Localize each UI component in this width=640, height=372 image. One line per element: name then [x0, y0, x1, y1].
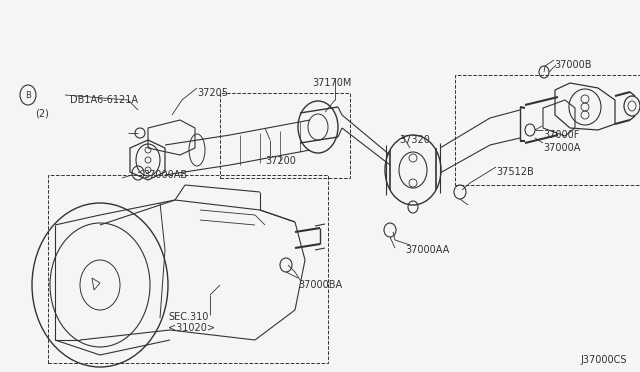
Bar — [48, 175, 328, 363]
Text: 37000B: 37000B — [554, 60, 591, 70]
Text: (2): (2) — [35, 108, 49, 118]
Text: 37000AB: 37000AB — [143, 170, 187, 180]
Text: 37320: 37320 — [399, 135, 430, 145]
Text: <31020>: <31020> — [168, 323, 215, 333]
Text: B: B — [25, 90, 31, 99]
Bar — [455, 75, 640, 185]
Text: 37205: 37205 — [197, 88, 228, 98]
Text: 37200: 37200 — [265, 156, 296, 166]
Text: DB1A6-6121A: DB1A6-6121A — [70, 95, 138, 105]
Text: 37512B: 37512B — [496, 167, 534, 177]
Bar — [220, 93, 350, 178]
Text: 37000AA: 37000AA — [405, 245, 449, 255]
Text: 37000A: 37000A — [543, 143, 580, 153]
Text: SEC.310: SEC.310 — [168, 312, 209, 322]
Text: 37170M: 37170M — [312, 78, 351, 88]
Text: 37000F: 37000F — [543, 130, 579, 140]
Text: 37000BA: 37000BA — [298, 280, 342, 290]
Text: J37000CS: J37000CS — [580, 355, 627, 365]
